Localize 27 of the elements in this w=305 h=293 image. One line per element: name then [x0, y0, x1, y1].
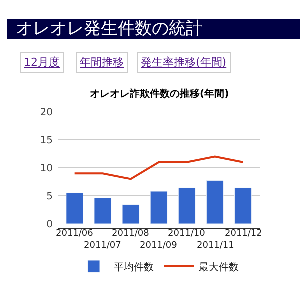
text: 発生率推移(年間): [141, 56, 227, 69]
legend-label: 平均件数: [114, 261, 154, 274]
y-tick-label: 15: [40, 136, 53, 146]
bar: [206, 180, 224, 224]
chart-title: オレオレ発生件数の統計: [16, 19, 203, 39]
y-tick-label: 10: [40, 164, 53, 174]
chart-subtitle: オレオレ詐欺件数の推移(年間): [90, 88, 230, 100]
bar: [66, 192, 84, 224]
bar: [150, 191, 168, 224]
bar: [122, 204, 140, 224]
y-tick-label: 0: [46, 220, 53, 230]
bar: [94, 198, 112, 224]
x-tick-label: 2011/11: [197, 241, 234, 251]
x-tick-label: 2011/10: [168, 229, 206, 239]
x-tick-label: 2011/12: [225, 229, 262, 239]
text: 12月度: [24, 56, 60, 69]
x-tick-label: 2011/07: [84, 241, 122, 251]
bar: [234, 188, 252, 224]
bar: [178, 188, 196, 224]
x-tick-label: 2011/06: [56, 229, 94, 239]
y-tick-label: 20: [40, 108, 53, 118]
legend-label: 最大件数: [199, 261, 239, 274]
y-tick-label: 5: [46, 192, 53, 202]
x-tick-label: 2011/09: [140, 241, 178, 251]
line-series: [74, 156, 244, 180]
text: 年間推移: [80, 56, 124, 69]
x-tick-label: 2011/08: [112, 229, 150, 239]
